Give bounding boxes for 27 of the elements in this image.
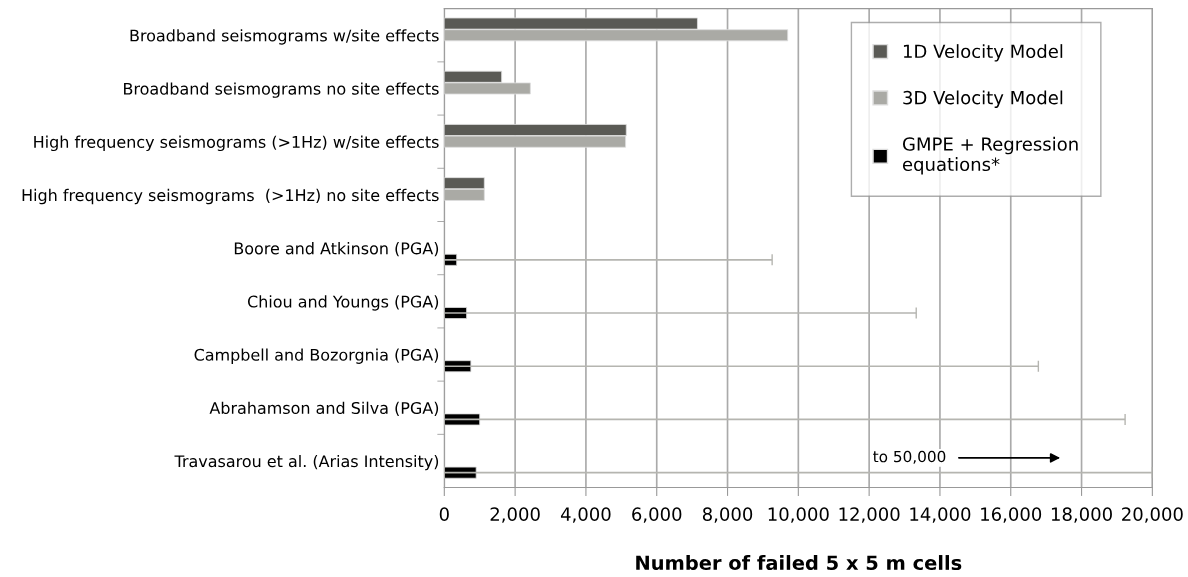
x-tick-label: 12,000 <box>839 507 900 523</box>
x-tick-label: 20,000 <box>1122 507 1183 523</box>
x-tick-label: 10,000 <box>768 507 829 523</box>
x-tick-label: 4,000 <box>560 507 611 523</box>
x-tick-label: 14,000 <box>910 507 971 523</box>
y-tick-label: Chiou and Youngs (PGA) <box>247 295 439 311</box>
x-tick-label: 6,000 <box>632 507 682 523</box>
legend-label: GMPE + Regression equations* <box>902 136 1078 175</box>
legend-label: 3D Velocity Model <box>903 90 1063 108</box>
y-tick-label: Travasarou et al. (Arias Intensity) <box>174 454 439 471</box>
legend-label: 1D Velocity Model <box>903 44 1063 62</box>
x-tick-label: 2,000 <box>490 507 540 523</box>
x-tick-label: 18,000 <box>1051 507 1112 523</box>
x-axis-title: Number of failed 5 x 5 m cells <box>636 555 962 571</box>
y-tick-label: Boore and Atkinson (PGA) <box>234 242 439 257</box>
bar <box>444 466 477 479</box>
y-tick-label: Abrahamson and Silva (PGA) <box>209 401 439 416</box>
y-tick-label: Broadband seismograms w/site effects <box>130 29 439 45</box>
x-tick-label: 0 <box>439 507 449 521</box>
bar <box>444 413 481 426</box>
y-tick-label: High frequency seismograms (>1Hz) w/site effects <box>34 135 439 152</box>
y-tick-label: Campbell and Bozorgnia (PGA) <box>194 348 439 364</box>
x-tick-label: 8,000 <box>702 507 753 523</box>
x-tick-label: 16,000 <box>981 507 1042 523</box>
annotation: to 50,000 <box>873 450 946 464</box>
y-tick-label: Broadband seismograms no site effects <box>124 82 439 98</box>
y-tick-label: High frequency seismograms (>1Hz) no site effects <box>22 188 439 205</box>
